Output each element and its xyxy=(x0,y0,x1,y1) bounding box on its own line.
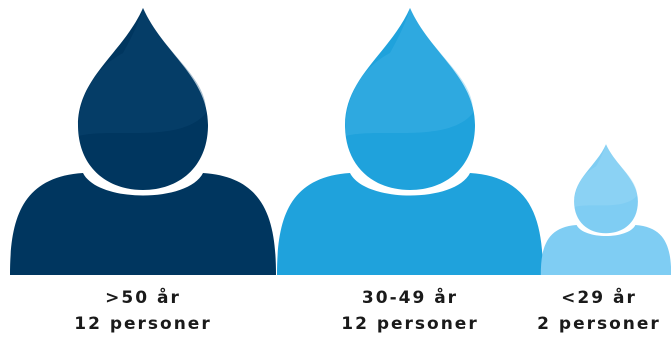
group-category-label: >50 år xyxy=(105,288,181,308)
group-label-over-50: >50 år 12 personer xyxy=(48,285,238,337)
group-label-under-29: <29 år 2 personer xyxy=(527,285,671,337)
group-category-label: <29 år xyxy=(561,288,637,308)
figure-head-shine xyxy=(78,8,207,136)
figure-body xyxy=(10,173,276,275)
figure-body xyxy=(277,173,543,275)
figure-head-shine xyxy=(574,144,637,207)
group-value-label: 12 personer xyxy=(341,314,479,334)
figure-over-50 xyxy=(10,8,276,275)
figure-head-droplet xyxy=(574,144,638,234)
figure-under-29 xyxy=(540,144,671,275)
figure-30-49 xyxy=(277,8,543,275)
figure-head-droplet xyxy=(78,8,208,190)
figure-head-droplet xyxy=(345,8,475,190)
figure-body xyxy=(540,225,671,275)
pictogram-svg xyxy=(10,8,671,275)
group-value-label: 12 personer xyxy=(74,314,212,334)
group-value-label: 2 personer xyxy=(537,314,661,334)
figure-head-shine xyxy=(345,8,474,136)
group-label-30-49: 30-49 år 12 personer xyxy=(315,285,505,337)
group-category-label: 30-49 år xyxy=(361,288,459,308)
